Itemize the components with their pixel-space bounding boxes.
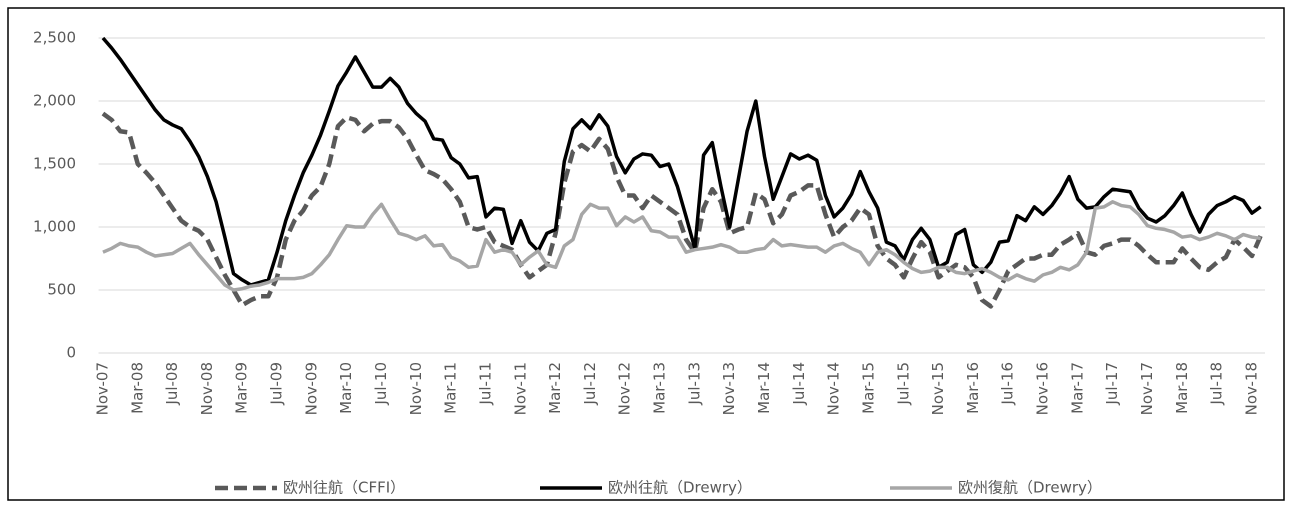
x-tick-label: Mar-17 <box>1068 362 1086 414</box>
x-tick-label: Jul-08 <box>163 362 181 406</box>
x-tick-label: Mar-18 <box>1173 362 1191 414</box>
x-tick-label: Jul-10 <box>372 362 390 406</box>
legend-label: 欧州復航（Drewry） <box>958 479 1102 497</box>
y-tick-label: 1,000 <box>33 218 76 236</box>
x-tick-label: Nov-15 <box>929 362 947 415</box>
x-tick-label: Jul-09 <box>268 362 286 406</box>
chart-border <box>7 7 1285 501</box>
x-tick-label: Mar-13 <box>651 362 669 414</box>
x-tick-label: Mar-10 <box>337 362 355 414</box>
x-tick-label: Jul-11 <box>476 362 494 406</box>
legend-label: 欧州往航（CFFI） <box>283 479 405 497</box>
x-tick-label: Nov-07 <box>93 362 111 415</box>
x-tick-label: Nov-09 <box>302 362 320 415</box>
x-tick-label: Mar-15 <box>859 362 877 414</box>
x-tick-label: Nov-14 <box>825 362 843 415</box>
x-tick-label: Jul-15 <box>894 362 912 406</box>
x-tick-label: Nov-12 <box>616 362 634 415</box>
x-tick-label: Jul-17 <box>1103 362 1121 406</box>
x-tick-label: Nov-16 <box>1034 362 1052 415</box>
x-tick-label: Jul-13 <box>685 362 703 406</box>
series-line <box>101 111 1263 309</box>
x-tick-label: Jul-12 <box>581 362 599 406</box>
x-tick-label: Jul-18 <box>1208 362 1226 406</box>
x-tick-label: Mar-08 <box>128 362 146 414</box>
x-tick-label: Nov-08 <box>198 362 216 415</box>
series-line <box>102 200 1261 292</box>
y-tick-label: 500 <box>47 281 76 299</box>
y-tick-label: 1,500 <box>33 155 76 173</box>
x-tick-label: Mar-14 <box>755 362 773 414</box>
y-tick-label: 2,000 <box>33 92 76 110</box>
x-tick-label: Jul-16 <box>999 362 1017 406</box>
y-tick-label: 0 <box>66 344 76 362</box>
x-tick-label: Nov-18 <box>1242 362 1260 415</box>
x-tick-label: Mar-16 <box>964 362 982 414</box>
x-tick-label: Nov-13 <box>720 362 738 415</box>
x-tick-label: Nov-11 <box>511 362 529 415</box>
legend-label: 欧州往航（Drewry） <box>608 479 752 497</box>
x-tick-label: Jul-14 <box>790 362 808 406</box>
x-tick-label: Nov-10 <box>407 362 425 415</box>
y-tick-label: 2,500 <box>33 29 76 47</box>
x-tick-label: Mar-09 <box>233 362 251 414</box>
x-tick-label: Mar-11 <box>442 362 460 414</box>
x-tick-label: Mar-12 <box>546 362 564 414</box>
x-tick-label: Nov-17 <box>1138 362 1156 415</box>
series-line <box>101 36 1262 287</box>
